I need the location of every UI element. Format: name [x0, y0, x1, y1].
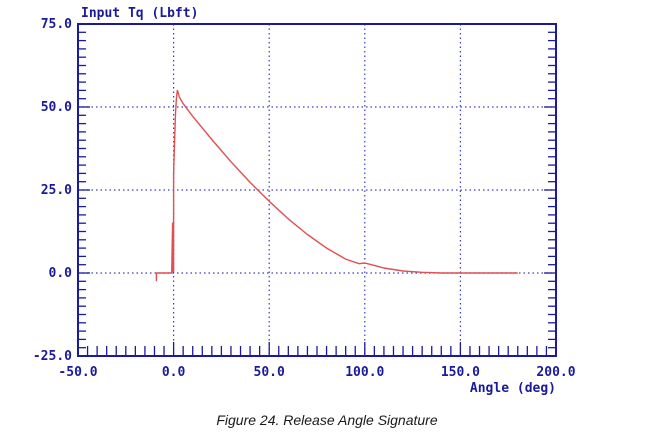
x-tick-label: -50.0 [58, 365, 97, 380]
grid [78, 24, 556, 356]
x-tick-label: 150.0 [441, 365, 480, 380]
series-layer [155, 89, 518, 282]
plot-frame [77, 23, 557, 357]
x-tick-label: 0.0 [162, 365, 186, 380]
y-tick-label: -25.0 [33, 349, 72, 364]
chart-svg: -50.0 0.0 50.0 100.0 150.0 200.0 75.0 50.0 25.0 0… [33, 6, 576, 396]
series-line-1 [155, 89, 518, 282]
x-axis-label: Angle (deg) [470, 381, 556, 396]
x-tick-label: 50.0 [254, 365, 285, 380]
y-tick-label: 0.0 [49, 266, 73, 281]
y-tick-label: 25.0 [41, 183, 72, 198]
chart-title: Input Tq (Lbft) [81, 6, 198, 21]
y-tick-label: 50.0 [41, 100, 72, 115]
x-tick-label: 100.0 [345, 365, 384, 380]
y-tick-label: 75.0 [41, 17, 72, 32]
tick-labels: -50.0 0.0 50.0 100.0 150.0 200.0 75.0 50.0 25.0 0… [33, 17, 576, 380]
minor-ticks [77, 23, 557, 357]
x-tick-label: 200.0 [536, 365, 575, 380]
figure-caption: Figure 24. Release Angle Signature [216, 412, 438, 428]
